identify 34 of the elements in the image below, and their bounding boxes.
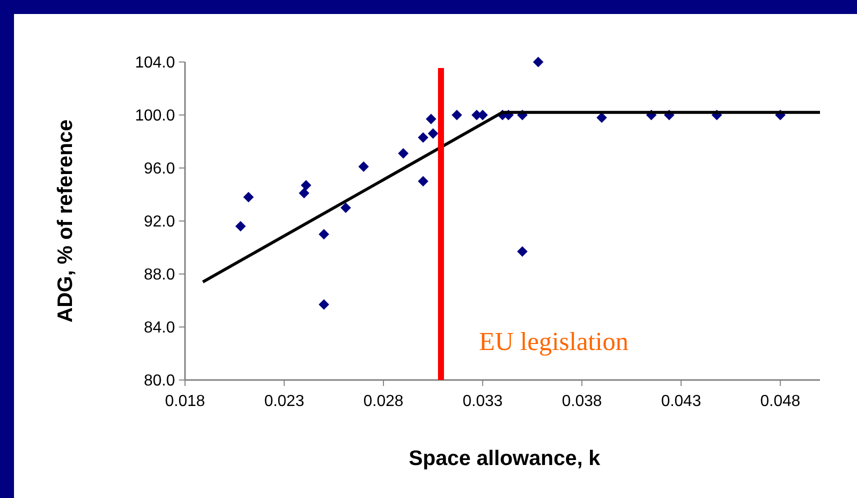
point [418, 132, 428, 143]
point [532, 56, 544, 68]
y-tick-label: 104.0 [134, 54, 176, 72]
x-tick-label: 0.048 [760, 393, 800, 410]
x-tick-label: 0.038 [562, 393, 602, 410]
y-tick-label: 92.0 [144, 214, 176, 231]
x-tick-label: 0.018 [164, 393, 206, 410]
ref-line-label: EU legislation [478, 327, 628, 356]
point [452, 110, 462, 120]
point [426, 114, 436, 124]
y-tick-label: 100.0 [134, 108, 176, 125]
point [318, 229, 330, 240]
y-tick-label: 88.0 [144, 266, 176, 284]
x-axis-title: Space allowance, k [408, 447, 601, 470]
y-axis-title: ADG, % of reference [54, 119, 77, 323]
point [298, 188, 310, 198]
point [517, 246, 528, 257]
point [428, 128, 438, 139]
point [596, 112, 607, 123]
y-tick-label: 80.0 [144, 372, 176, 390]
point [418, 176, 428, 186]
y-tick-label: 84.0 [144, 320, 176, 337]
x-tick-label: 0.023 [264, 393, 304, 410]
point [318, 299, 330, 310]
point [340, 202, 351, 213]
y-tick-label: 96.0 [144, 160, 176, 178]
point [243, 192, 254, 202]
x-tick-label: 0.043 [661, 393, 702, 410]
x-tick-label: 0.028 [363, 393, 404, 410]
point [358, 161, 369, 172]
point [235, 221, 246, 232]
point [300, 180, 312, 190]
point [398, 148, 409, 159]
x-tick-label: 0.033 [462, 393, 503, 410]
